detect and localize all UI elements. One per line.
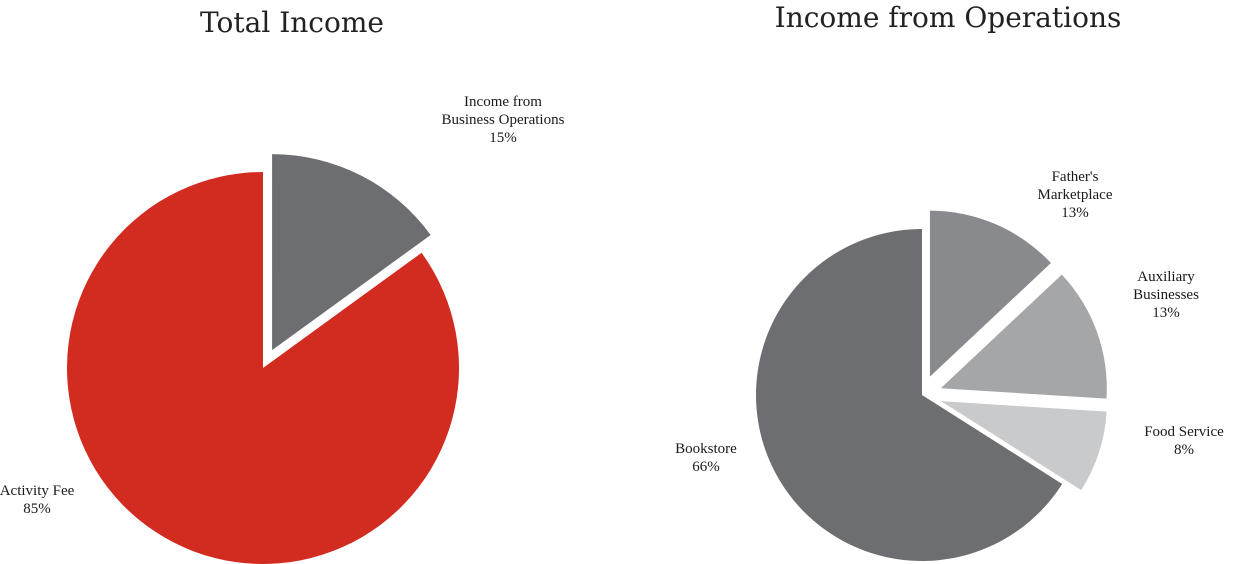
slice-label-line: Income from [464, 94, 542, 110]
total-income-chart: Total Income Income from Business Operatio… [0, 6, 565, 564]
slice-percent: 15% [489, 130, 517, 146]
slice-percent: 8% [1174, 442, 1194, 458]
slice-label-line: Business Operations [442, 112, 565, 128]
chart-title: Total Income [200, 6, 384, 39]
slice-percent: 13% [1061, 205, 1089, 221]
slice-label-income-from-business-operations: Income from Business Operations 15% [442, 94, 565, 146]
slice-label-line: Marketplace [1038, 187, 1113, 203]
slice-label-auxiliary-businesses: Auxiliary Businesses 13% [1133, 269, 1199, 321]
slice-percent: 13% [1152, 305, 1180, 321]
pie-slice-food-service [941, 401, 1107, 491]
pie-slice-auxiliary-businesses [940, 274, 1107, 399]
operations-income-chart: Income from Operations Father's Marketplac… [675, 1, 1224, 561]
slice-label-line: Businesses [1133, 287, 1199, 303]
slice-label-activity-fee: Activity Fee 85% [0, 483, 75, 517]
slice-label-line: Auxiliary [1137, 269, 1195, 285]
slice-percent: 66% [692, 459, 720, 475]
pie-slice-bookstore [756, 229, 1063, 561]
pie-slice-income-from-business-operations [272, 154, 431, 351]
slice-label-line: Activity Fee [0, 483, 75, 499]
slice-label-line: Father's [1052, 169, 1099, 185]
slice-percent: 85% [23, 501, 51, 517]
slice-label-bookstore: Bookstore 66% [675, 441, 737, 475]
pie-slice-activity-fee [67, 172, 459, 564]
slice-label-food-service: Food Service 8% [1144, 424, 1224, 458]
slice-label-father-s-marketplace: Father's Marketplace 13% [1038, 169, 1113, 221]
pie-slice-father-s-marketplace [929, 210, 1051, 377]
slice-label-line: Bookstore [675, 441, 737, 457]
slice-label-line: Food Service [1144, 424, 1224, 440]
chart-title: Income from Operations [775, 1, 1122, 34]
